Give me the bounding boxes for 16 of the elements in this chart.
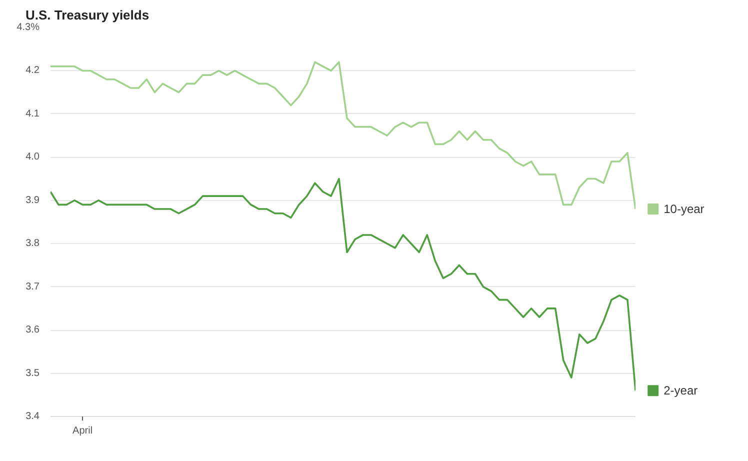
- y-tick-label: 3.5: [26, 368, 40, 379]
- y-tick-label: 4.1: [26, 108, 40, 120]
- y-tick-label: 4.2: [26, 65, 40, 76]
- line-series: [50, 178, 636, 392]
- line-series: [50, 61, 636, 210]
- y-tick-label: 3.4: [26, 411, 40, 422]
- legend-label: 10-year: [664, 202, 704, 216]
- y-tick-label: 3.9: [26, 194, 40, 206]
- legend-label: 2-year: [664, 384, 698, 398]
- y-tick-label: 3.7: [26, 281, 40, 292]
- chart-title: U.S. Treasury yields: [26, 8, 150, 22]
- y-tick-label: 4.3%: [16, 22, 40, 33]
- y-tick-label: 4.0: [26, 152, 40, 163]
- x-tick-label: April: [72, 426, 93, 436]
- y-tick-label: 3.6: [26, 324, 40, 336]
- y-tick-label: 3.8: [26, 238, 40, 250]
